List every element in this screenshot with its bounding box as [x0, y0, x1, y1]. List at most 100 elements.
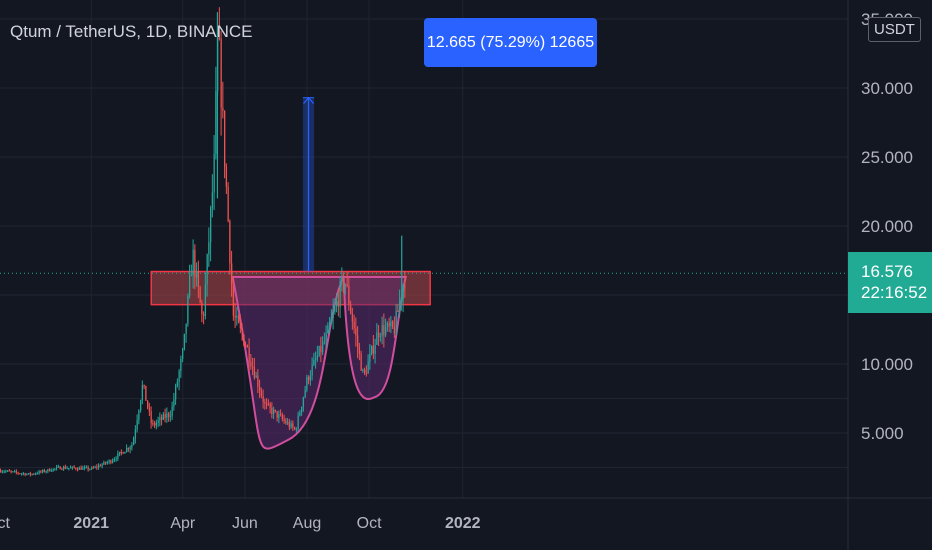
candle-body: [372, 345, 375, 354]
candle-body: [180, 358, 182, 372]
candle-body: [252, 366, 254, 368]
candle-body: [360, 353, 362, 371]
candle-body: [28, 473, 30, 475]
candle-body: [49, 469, 51, 472]
candle-body: [257, 375, 259, 387]
currency-badge[interactable]: USDT: [868, 17, 921, 42]
candle-body: [383, 325, 385, 336]
candle-body: [185, 323, 187, 334]
candle-body: [344, 284, 347, 286]
candle-body: [274, 409, 277, 412]
candle-body: [178, 371, 180, 382]
candle-body: [203, 314, 205, 316]
candle-body: [222, 107, 224, 111]
candle-body: [33, 473, 35, 475]
candle-body: [131, 444, 133, 448]
candle-body: [211, 192, 214, 208]
candle-body: [143, 385, 145, 387]
measure-annotations: [0, 96, 848, 274]
candle-body: [159, 417, 161, 421]
last-price-tag: 16.576 22:16:52: [848, 252, 932, 313]
candlestick-series: [0, 7, 406, 477]
candle-body: [85, 467, 88, 469]
candle-body: [234, 315, 236, 318]
candle-body: [148, 407, 151, 412]
candle-body: [248, 347, 250, 362]
candle-body: [318, 346, 320, 356]
candle-body: [374, 344, 376, 354]
candle-body: [294, 427, 296, 430]
candle-body: [271, 407, 273, 415]
candle-body: [187, 295, 189, 324]
candle-body: [353, 321, 355, 329]
candle-body: [50, 470, 53, 472]
candle-body: [313, 359, 315, 365]
candle-body: [59, 466, 61, 470]
candle-body: [147, 400, 149, 408]
price-tick-label: 20.000: [861, 217, 913, 236]
candle-body: [87, 467, 89, 470]
candle-body: [278, 414, 280, 418]
candle-body: [224, 110, 226, 167]
candle-body: [7, 470, 9, 472]
candle-body: [140, 400, 142, 411]
candle-body: [45, 471, 47, 473]
candle-body: [24, 473, 26, 475]
candle-body: [378, 332, 380, 337]
candle-body: [273, 409, 275, 415]
candle-body: [283, 419, 285, 421]
bar-countdown: 22:16:52: [861, 282, 928, 302]
candle-body: [192, 249, 194, 276]
candle-body: [297, 415, 299, 429]
candle-body: [115, 458, 117, 460]
candle-body: [43, 470, 46, 472]
handle-pattern: [342, 276, 408, 400]
candle-body: [311, 364, 313, 376]
price-tick-label: 5.000: [861, 424, 904, 443]
candle-body: [52, 468, 54, 471]
candle-body: [92, 467, 95, 469]
candle-body: [101, 464, 103, 467]
time-axis[interactable]: Oct 2021 Apr Jun Aug Oct 2022: [0, 515, 481, 532]
candle-body: [351, 313, 354, 322]
candle-body: [381, 325, 383, 337]
candle-body: [68, 467, 70, 469]
candle-body: [267, 403, 270, 405]
candle-body: [350, 304, 352, 314]
pattern-annotations: [150, 270, 431, 450]
candle-body: [220, 38, 222, 108]
candle-body: [3, 471, 5, 473]
candle-body: [103, 462, 105, 465]
candle-body: [196, 271, 198, 278]
candle-body: [246, 345, 249, 348]
candle-body: [155, 422, 158, 426]
candle-body: [61, 469, 63, 471]
candle-body: [266, 403, 268, 405]
candle-body: [127, 448, 130, 450]
price-axis[interactable]: 5.00010.00015.00020.00025.00030.00035.00…: [861, 10, 913, 443]
candle-body: [390, 321, 392, 327]
candle-body: [264, 402, 266, 404]
candle-body: [145, 385, 147, 401]
candle-body: [175, 385, 177, 400]
candle-body: [395, 310, 397, 334]
candle-body: [96, 466, 98, 468]
candle-body: [210, 207, 212, 243]
candle-body: [393, 326, 396, 334]
candle-body: [84, 467, 86, 469]
candle-body: [141, 385, 144, 401]
candle-body: [112, 460, 114, 463]
candle-body: [348, 286, 350, 305]
candle-body: [231, 263, 233, 286]
candle-body: [71, 466, 74, 468]
candle-body: [124, 451, 126, 454]
candle-body: [161, 417, 163, 420]
candle-body: [290, 423, 292, 428]
candle-body: [8, 470, 11, 472]
candle-body: [21, 473, 23, 475]
candle-body: [94, 466, 96, 468]
candle-body: [327, 326, 329, 334]
candle-body: [152, 423, 154, 425]
candle-body: [91, 467, 93, 470]
